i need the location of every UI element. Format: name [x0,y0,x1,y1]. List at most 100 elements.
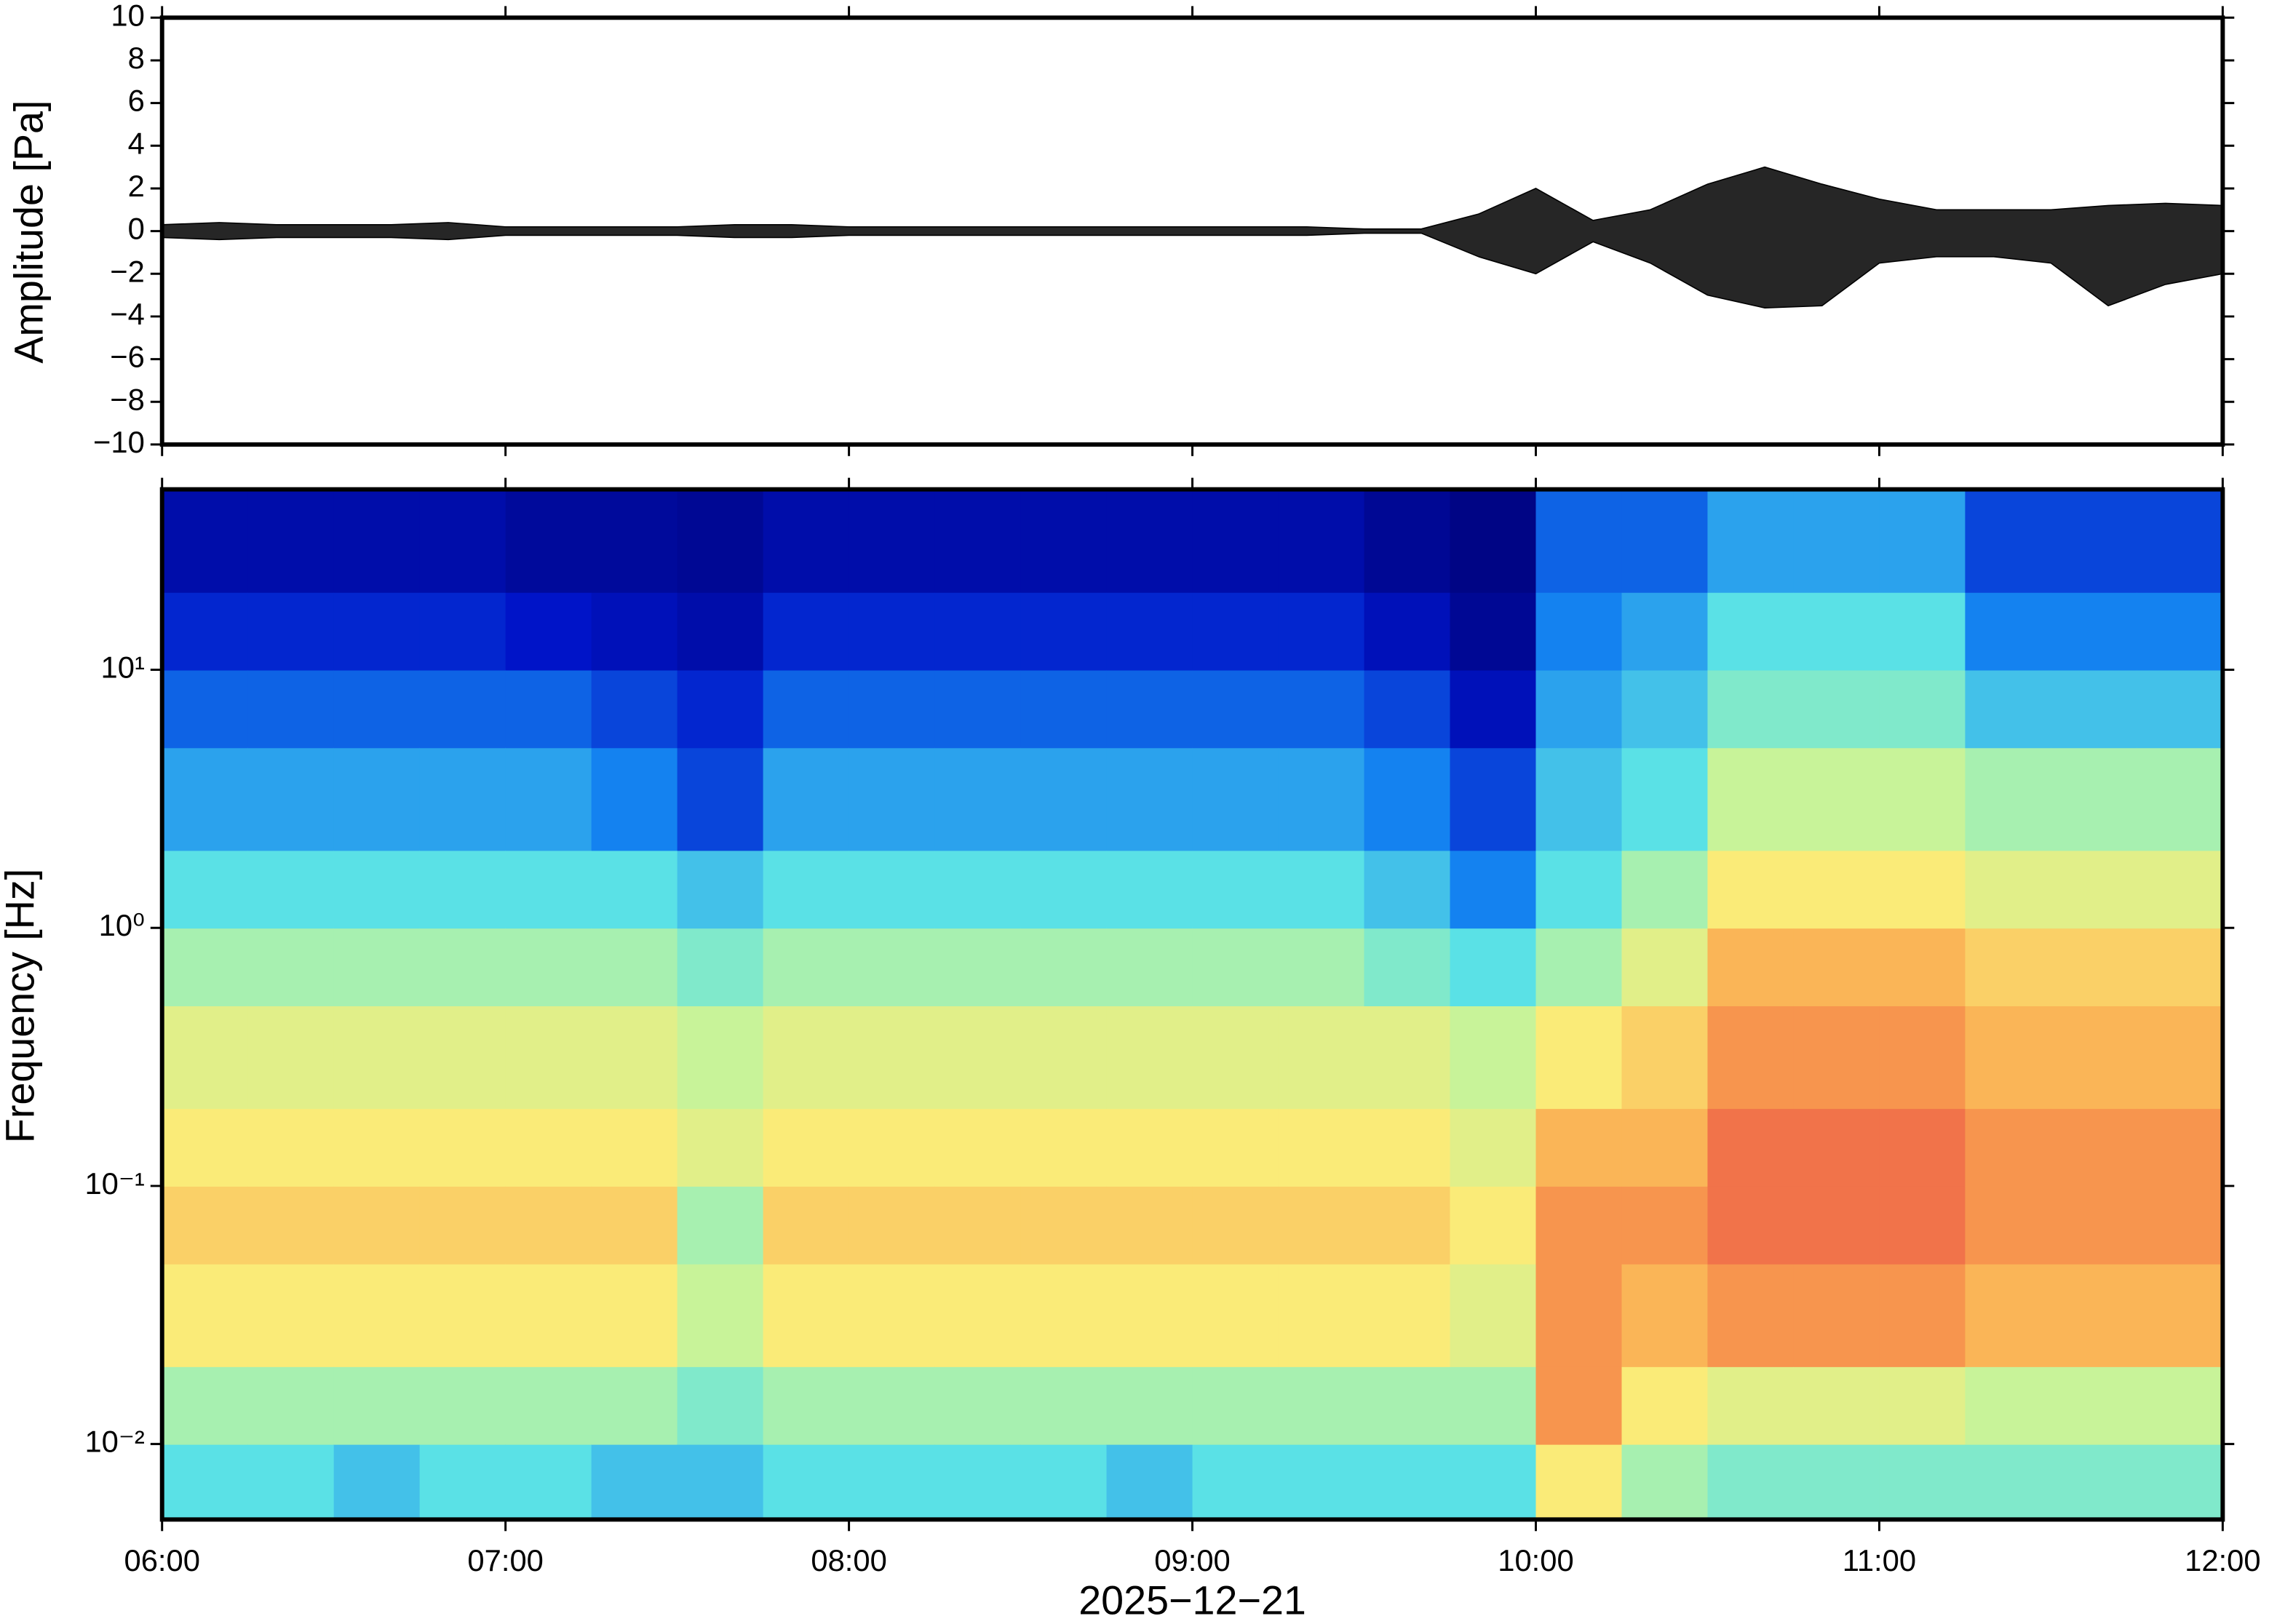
spectrogram-cell [763,1005,850,1110]
spectrogram-cell [505,489,592,593]
spectrogram-cell [333,1005,421,1110]
spectrogram-cell [1192,1185,1279,1265]
spectrogram-cell [1364,747,1451,851]
spectrogram-cell [2137,850,2224,929]
spectrogram-cell [247,747,335,851]
y-tick-label: 2 [128,169,145,203]
spectrogram-cell [591,592,678,671]
spectrogram-cell [2051,1366,2138,1445]
spectrogram-cell [162,1185,249,1265]
y-tick-label: 10⁻¹ [84,1166,144,1201]
spectrogram-cell [1020,669,1108,749]
spectrogram-cell [505,1444,592,1521]
spectrogram-cell [419,1444,506,1521]
spectrogram-cell [763,850,850,929]
spectrogram-cell [1535,1263,1623,1367]
spectrogram-cell [505,1005,592,1110]
spectrogram-cell [1535,1005,1623,1110]
spectrogram-cell [1020,1108,1108,1187]
spectrogram-cell [1278,1444,1365,1521]
spectrogram-cell [1793,489,1880,593]
spectrogram-cell [1450,928,1537,1006]
spectrogram-cell [333,850,421,929]
spectrogram-cell [763,928,850,1006]
spectrogram-cell [591,1366,678,1445]
spectrogram-cell [1364,928,1451,1006]
spectrogram-cell [1879,592,1966,671]
spectrogram-cell [1106,1366,1193,1445]
spectrogram-cell [1364,669,1451,749]
spectrogram-cell [1450,592,1537,671]
spectrogram-cell [1965,1185,2052,1265]
y-tick-label: −8 [110,382,145,416]
x-axis-label: 2025−12−21 [1078,1577,1306,1623]
spectrogram-cell [1364,592,1451,671]
spectrogram-cell [1965,592,2052,671]
spectrogram-cell [1535,592,1623,671]
spectrogram-cell [1106,489,1193,593]
spectrogram-cell [1192,669,1279,749]
spectrogram-cell [1793,1263,1880,1367]
spectrogram-cell [505,1366,592,1445]
spectrogram-cell [1278,489,1365,593]
spectrogram-cell [1020,489,1108,593]
spectrogram-cell [1106,1444,1193,1521]
spectrogram-cell [333,592,421,671]
spectrogram-cell [934,669,1022,749]
x-tick-label: 09:00 [1154,1543,1230,1577]
spectrogram-cell [591,1263,678,1367]
spectrogram-cell [419,669,506,749]
spectrogram-cell [1535,1366,1623,1445]
spectrogram-cell [162,928,249,1006]
spectrogram-cell [162,1005,249,1110]
spectrogram-cell [849,592,936,671]
spectrogram-cell [1621,1005,1709,1110]
spectrogram-cell [1535,928,1623,1006]
spectrogram-cell [162,850,249,929]
spectrogram-cell [1020,1263,1108,1367]
spectrogram-cell [1192,489,1279,593]
spectrogram-cell [333,1366,421,1445]
spectrogram-cell [763,747,850,851]
spectrogram-cell [1192,592,1279,671]
spectrogram-cell [1450,669,1537,749]
spectrogram-cell [677,850,764,929]
y-tick-label: 10⁰ [99,908,145,942]
spectrogram-cell [1965,1005,2052,1110]
spectrogram-cell [1621,489,1709,593]
spectrogram-cell [1621,1108,1709,1187]
spectrogram-cell [763,489,850,593]
spectrogram-cell [1364,1185,1451,1265]
spectrogram-cell [1450,1263,1537,1367]
spectrogram-cell [1793,1185,1880,1265]
spectrogram-cell [763,1444,850,1521]
spectrogram-cell [505,1185,592,1265]
spectrogram-cell [1621,928,1709,1006]
spectrogram-cell [1965,747,2052,851]
spectrogram-cell [591,928,678,1006]
spectrogram-cell [763,669,850,749]
spectrogram-cell [1364,489,1451,593]
spectrogram-cell [247,1108,335,1187]
spectrogram-cell [763,592,850,671]
spectrogram-cell [333,1108,421,1187]
spectrogram-cell [1106,1185,1193,1265]
spectrogram-cell [1707,747,1795,851]
spectrogram-cell [505,1263,592,1367]
spectrogram-cell [333,669,421,749]
spectrogram-cell [333,1185,421,1265]
spectrogram-cell [2051,1185,2138,1265]
spectrogram-cell [1020,850,1108,929]
spectrogram-cell [1192,1366,1279,1445]
spectrogram-cell [162,747,249,851]
spectrogram-cell [1535,669,1623,749]
spectrogram-cell [934,928,1022,1006]
spectrogram-cell [333,1444,421,1521]
spectrogram-cell [2051,1263,2138,1367]
spectrogram-cell [1879,1263,1966,1367]
spectrogram-cell [1192,1108,1279,1187]
spectrogram-cell [591,669,678,749]
spectrogram-cell [1707,489,1795,593]
spectrogram-cell [2137,669,2224,749]
